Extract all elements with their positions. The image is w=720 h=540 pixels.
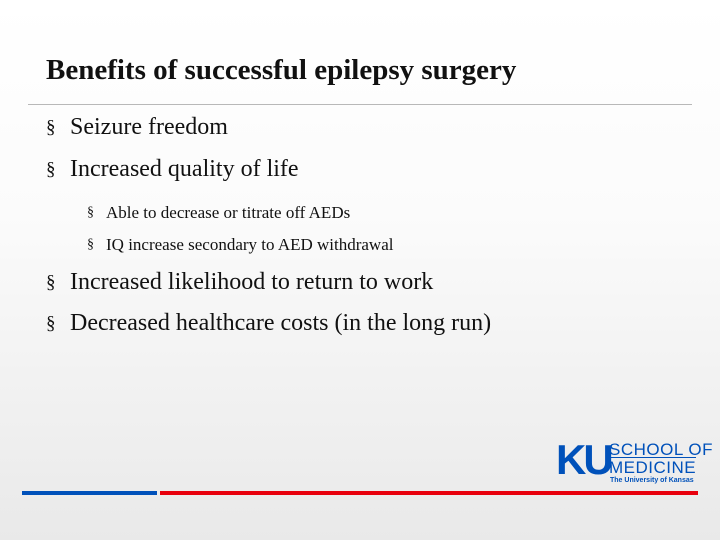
bullet-text: Able to decrease or titrate off AEDs <box>106 203 351 222</box>
bullet-item: § Increased quality of life <box>46 156 299 183</box>
bullet-marker: § <box>46 313 56 334</box>
title-rule <box>28 104 692 105</box>
bullet-marker: § <box>87 237 94 252</box>
logo-line: MEDICINE <box>609 457 697 477</box>
bullet-item: § Able to decrease or titrate off AEDs <box>87 203 351 223</box>
bullet-marker: § <box>46 117 56 138</box>
bullet-marker: § <box>46 272 56 293</box>
bullet-text: Increased likelihood to return to work <box>70 269 434 295</box>
bullet-text: Decreased healthcare costs (in the long … <box>70 310 492 336</box>
bullet-text: IQ increase secondary to AED withdrawal <box>106 235 394 254</box>
logo-line: SCHOOL OF <box>609 440 713 459</box>
bullet-item: § IQ increase secondary to AED withdrawal <box>87 235 394 255</box>
logo-line: The University of Kansas <box>610 477 694 484</box>
bullet-marker: § <box>87 205 94 220</box>
bullet-item: § Increased likelihood to return to work <box>46 269 434 296</box>
bullet-item: § Decreased healthcare costs (in the long… <box>46 310 492 337</box>
bullet-marker: § <box>46 159 56 180</box>
footer-bar <box>160 491 698 495</box>
footer-bar <box>22 491 157 495</box>
slide-title: Benefits of successful epilepsy surgery <box>46 54 517 86</box>
bullet-text: Increased quality of life <box>70 156 299 182</box>
bullet-item: § Seizure freedom <box>46 114 228 141</box>
bullet-text: Seizure freedom <box>70 114 228 140</box>
logo-mark: KU <box>556 436 614 483</box>
